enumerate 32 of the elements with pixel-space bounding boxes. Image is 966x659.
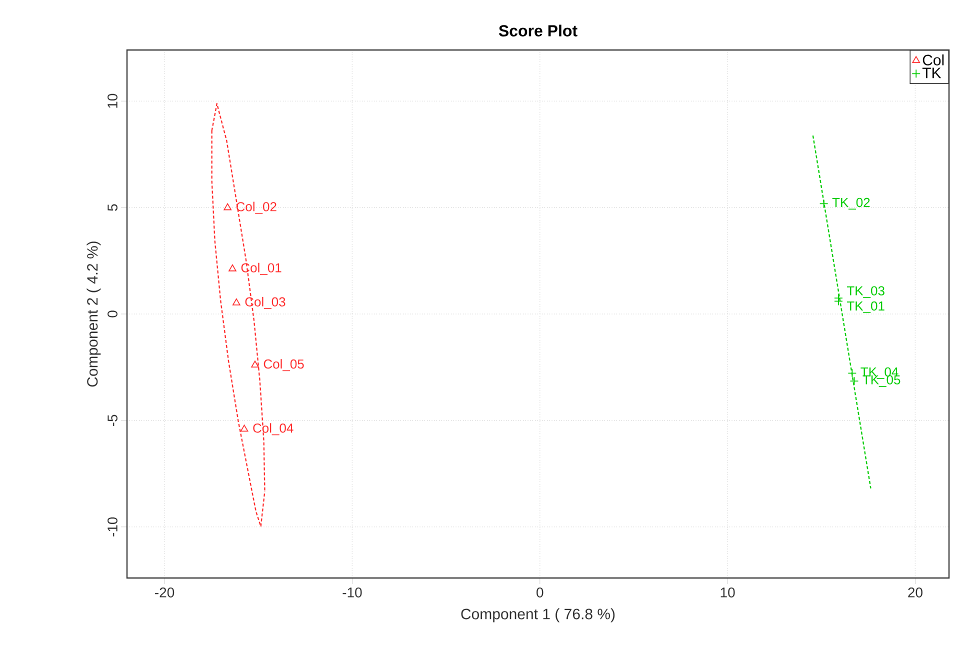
point (251, 360, 259, 368)
x-tick-label: -10 (342, 588, 362, 598)
chart-title: Score Plot (498, 24, 578, 36)
annotation: Col_05 (264, 359, 304, 372)
x-tick-label: 0 (536, 588, 544, 598)
point (232, 298, 240, 306)
y-tick-label: 0 (108, 310, 118, 318)
point (228, 264, 236, 272)
point (850, 376, 859, 386)
point (819, 199, 828, 208)
point (848, 368, 857, 378)
legend-label: Col (922, 54, 944, 66)
legend-label: TK (922, 68, 942, 78)
x-tick-label: 20 (908, 588, 922, 598)
point (834, 294, 843, 302)
annotation: Col_04 (253, 423, 294, 436)
annotation: TK_02 (832, 198, 870, 210)
annotation: Col_02 (236, 202, 276, 214)
annotation: Col_03 (245, 296, 286, 309)
y-tick-label: -5 (108, 414, 118, 426)
annotation: Col_01 (241, 262, 282, 275)
x-axis-title: Component 1 ( 76.8 %) (461, 608, 615, 622)
annotation: TK_01 (846, 301, 884, 314)
annotation: TK_03 (846, 286, 884, 298)
y-tick-label: 5 (108, 204, 118, 211)
y-tick-label: -10 (108, 517, 118, 536)
y-tick-label: 10 (108, 94, 118, 108)
point (240, 424, 248, 432)
x-tick-label: 10 (720, 588, 735, 598)
y-axis-title: Component 2 ( 4.2 %) (86, 242, 101, 387)
x-tick-label: -20 (155, 588, 174, 598)
point (224, 203, 232, 210)
